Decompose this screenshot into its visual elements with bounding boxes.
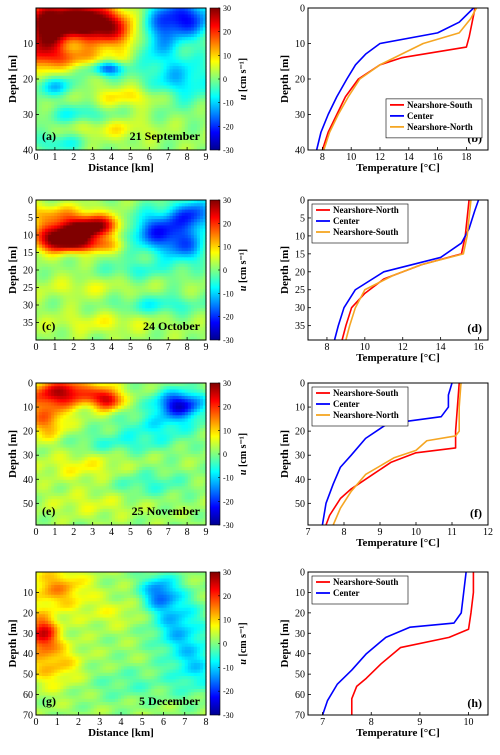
- y-tick-label: 30: [23, 110, 33, 121]
- survey-date: 21 September: [130, 129, 201, 143]
- x-tick-label: 1: [52, 152, 57, 163]
- x-tick-label: 3: [90, 342, 95, 353]
- x-tick-label: 6: [147, 342, 152, 353]
- y-tick-label: 40: [23, 146, 33, 157]
- colorbar-tick-label: 0: [223, 75, 227, 84]
- colorbar-tick-label: 30: [223, 4, 231, 13]
- colorbar-label: u [cm s⁻¹]: [238, 58, 249, 100]
- x-tick-label: 2: [71, 342, 76, 353]
- colorbar-tick-label: -10: [223, 99, 234, 108]
- panel-label: (a): [42, 129, 56, 143]
- colorbar-tick-label: -30: [223, 146, 234, 155]
- colorbar-tick-label: -20: [223, 122, 234, 131]
- x-tick-label: 8: [185, 152, 190, 163]
- x-tick-label: 7: [166, 152, 171, 163]
- colorbar-variable: u: [238, 94, 249, 100]
- colorbar-tick-label: 20: [223, 28, 231, 37]
- y-tick-label: 20: [23, 75, 33, 86]
- y-tick-label: 10: [23, 39, 33, 50]
- colorbar: 30 20 10 0 -10 -20 -30 u [cm s⁻¹]: [210, 4, 249, 155]
- colorbar-tick-label: 10: [223, 51, 231, 60]
- x-axis-label: Distance [km]: [88, 162, 154, 174]
- x-tick-label: 0: [34, 342, 39, 353]
- x-tick-label: 2: [71, 152, 76, 163]
- y-axis-label: Depth [m]: [7, 55, 19, 103]
- x-tick-label: 1: [52, 342, 57, 353]
- colorbar-unit: [cm s⁻¹]: [238, 58, 249, 92]
- x-tick-label: 0: [34, 152, 39, 163]
- x-tick-label: 9: [204, 152, 209, 163]
- x-tick-label: 4: [109, 342, 114, 353]
- x-tick-label: 5: [128, 342, 133, 353]
